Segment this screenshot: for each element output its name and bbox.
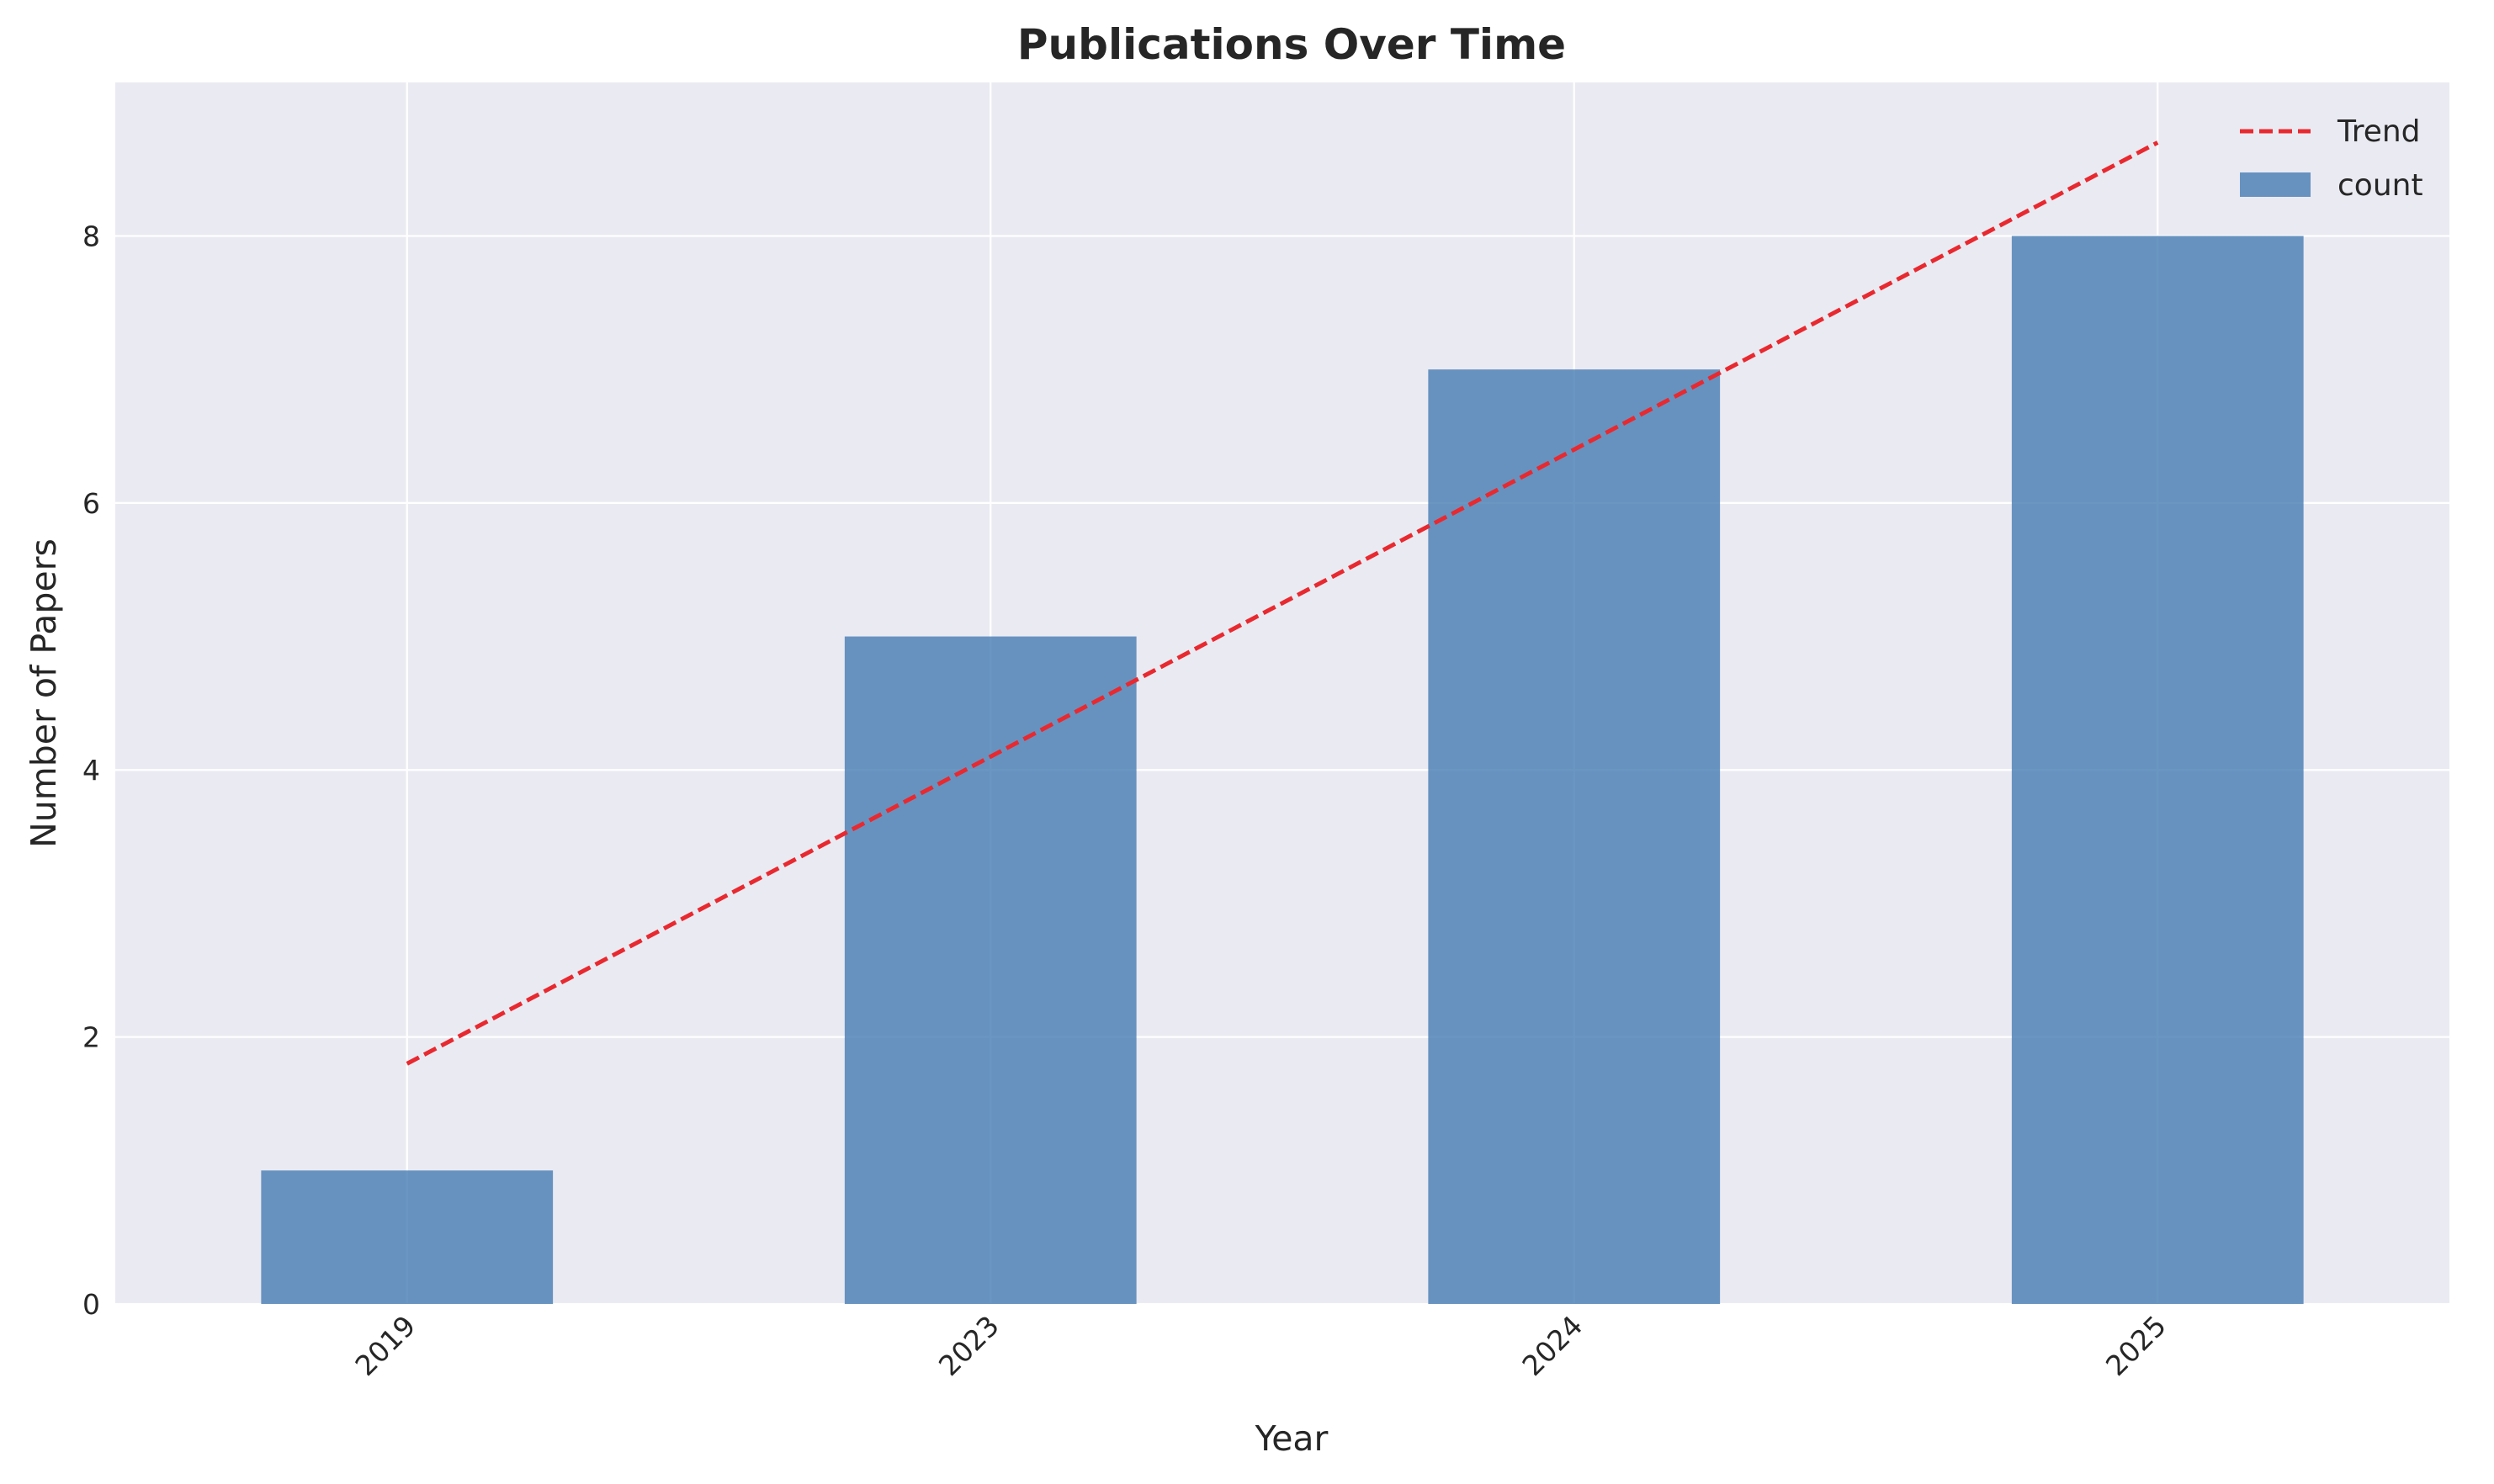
y-tick-label: 8: [82, 220, 100, 252]
legend: Trend count: [2240, 114, 2423, 203]
bar-2019: [261, 1170, 554, 1304]
y-tick-label: 6: [82, 487, 100, 520]
trend-line: [406, 140, 2159, 1066]
x-tick-label-2025: 2025: [2099, 1309, 2173, 1382]
bar-2024: [1428, 369, 1721, 1305]
legend-trend-label: Trend: [2337, 114, 2421, 149]
chart-title: Publications Over Time: [1017, 20, 1566, 69]
x-tick-labels: 2019 2023 2024 2025: [348, 1309, 2172, 1382]
bars: [261, 236, 2304, 1305]
x-axis-label: Year: [1255, 1418, 1329, 1459]
x-tick-label-2024: 2024: [1515, 1309, 1589, 1382]
y-tick-label: 2: [82, 1021, 100, 1054]
bar-2025: [2011, 236, 2304, 1304]
x-tick-label-2019: 2019: [348, 1309, 422, 1382]
legend-count-label: count: [2337, 168, 2423, 203]
y-tick-labels: 0 2 4 6 8: [82, 220, 100, 1321]
legend-count-swatch: [2240, 172, 2311, 197]
x-tick-label-2023: 2023: [932, 1309, 1006, 1382]
y-axis-label: Number of Papers: [24, 538, 64, 848]
bar-2023: [844, 636, 1137, 1304]
y-tick-label: 4: [82, 754, 100, 787]
y-tick-label: 0: [82, 1288, 100, 1321]
trend-line-group: [406, 140, 2159, 1066]
